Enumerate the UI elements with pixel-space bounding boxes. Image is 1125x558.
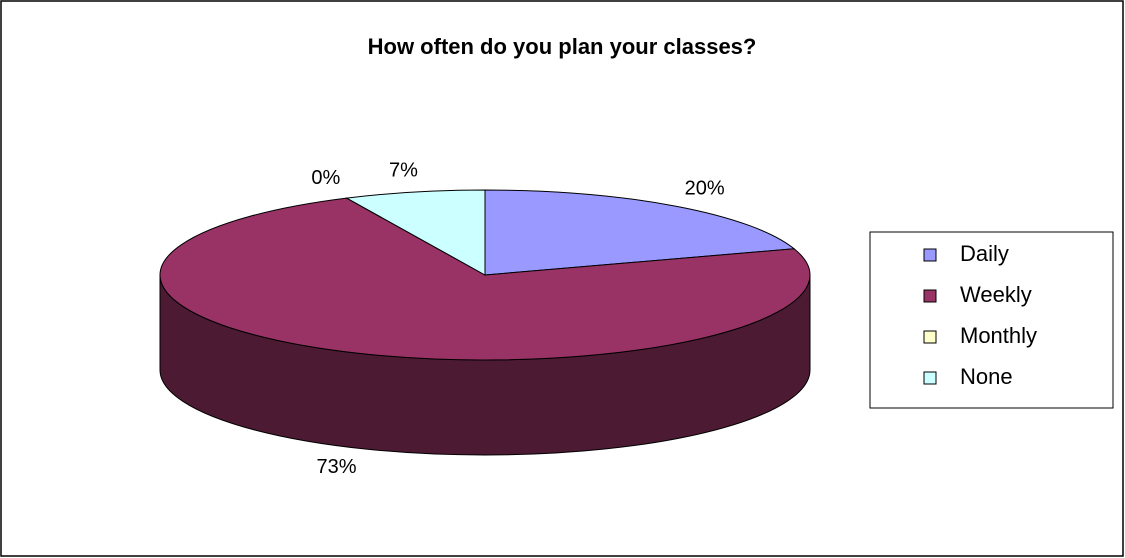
legend-swatch: [923, 289, 937, 303]
pie: 20% 73% 0% 7%: [159, 160, 811, 478]
legend-swatch: [923, 248, 937, 262]
legend-swatch: [923, 330, 937, 344]
legend-label: Monthly: [960, 323, 1037, 348]
legend-box: [869, 231, 1114, 409]
legend-label: None: [960, 364, 1013, 389]
legend: Daily Weekly Monthly None: [869, 231, 1114, 409]
legend-label: Weekly: [960, 282, 1032, 307]
chart-title: How often do you plan your classes?: [368, 34, 757, 59]
data-label: 0%: [311, 167, 340, 189]
legend-swatch: [923, 371, 937, 385]
slice: [484, 189, 796, 276]
data-label: 20%: [685, 177, 725, 199]
slice: [345, 189, 486, 276]
data-label: 7%: [389, 160, 418, 182]
data-label: 73%: [317, 456, 357, 478]
slice: [159, 197, 811, 361]
legend-label: Daily: [960, 241, 1009, 266]
